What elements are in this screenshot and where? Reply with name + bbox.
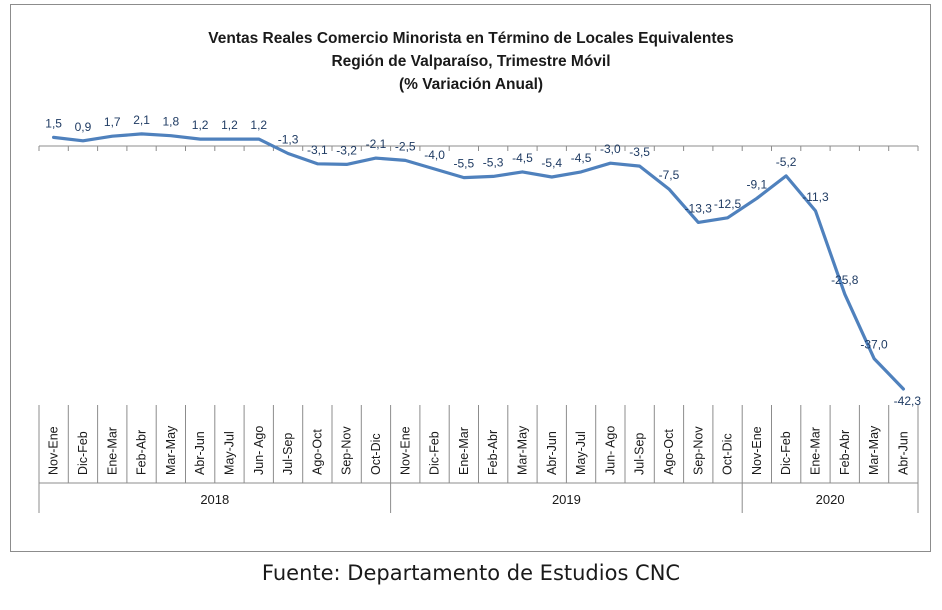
year-group-label: 2018 [200,492,229,507]
x-tick-label: May-Jul [574,431,588,475]
data-label: -42,3 [894,394,922,408]
data-label: -13,3 [685,201,713,215]
x-tick-label: Oct-Dic [369,433,383,475]
line-chart: Ventas Reales Comercio Minorista en Térm… [38,30,922,513]
chart-subtitle: Región de Valparaíso, Trimestre Móvil [331,53,610,70]
data-label: -12,5 [714,197,742,211]
x-tick-label: Ene-Mar [105,427,119,475]
x-tick-label: Dic-Feb [76,431,90,475]
data-label: -5,4 [541,156,562,170]
data-label: -3,0 [600,142,621,156]
data-label: 2,1 [133,113,150,127]
x-tick-label: Dic-Feb [779,431,793,475]
data-label: 1,7 [104,115,121,129]
data-label: -4,0 [424,148,445,162]
data-label: -1,3 [278,132,299,146]
x-tick-label: Nov-Ene [47,426,61,475]
chart-frame: Ventas Reales Comercio Minorista en Térm… [10,4,931,552]
x-tick-label: Ene-Mar [808,427,822,475]
data-label: -9,1 [747,177,768,191]
x-tick-label: Mar-May [867,425,881,475]
x-tick-label: Jul-Sep [633,433,647,475]
data-label: -37,0 [860,338,888,352]
x-tick-label: Jun- Ago [252,426,266,475]
data-label: -2,1 [366,137,387,151]
x-tick-label: May-Jul [222,431,236,475]
x-tick-label: Jun- Ago [603,426,617,475]
data-label: 1,5 [45,116,62,130]
x-tick-label: Feb-Abr [838,430,852,475]
data-label: -3,5 [629,145,650,159]
data-label: -5,3 [483,155,504,169]
data-label: -5,5 [454,157,475,171]
data-label: 1,2 [192,118,209,132]
x-tick-label: Sep-Nov [340,426,354,475]
data-label: 0,9 [75,120,92,134]
x-tick-label: Feb-Abr [135,430,149,475]
x-tick-label: Ene-Mar [457,427,471,475]
x-tick-label: Oct-Dic [721,433,735,475]
data-label: -4,5 [571,151,592,165]
x-tick-label: Mar-May [515,425,529,475]
data-label: -3,2 [336,143,357,157]
x-tick-label: Abr-Jun [545,431,559,475]
x-tick-label: Mar-May [164,425,178,475]
x-tick-label: Dic-Feb [428,431,442,475]
data-label: -7,5 [659,168,680,182]
data-label: -2,5 [395,139,416,153]
x-tick-label: Nov-Ene [750,426,764,475]
x-tick-label: Abr-Jun [896,431,910,475]
data-label: -4,5 [512,151,533,165]
chart-title: Ventas Reales Comercio Minorista en Térm… [208,30,733,47]
data-label: -5,2 [776,155,797,169]
data-label: 1,2 [250,118,267,132]
x-tick-label: Jul-Sep [281,433,295,475]
source-note: Fuente: Departamento de Estudios CNC [261,561,681,585]
data-label: -11,3 [802,190,829,204]
data-label: 1,2 [221,118,238,132]
x-tick-label: Abr-Jun [193,431,207,475]
data-label: -3,1 [307,143,328,157]
year-group-label: 2019 [552,492,581,507]
x-tick-label: Sep-Nov [691,426,705,475]
x-tick-label: Ago-Oct [662,429,676,475]
data-label: 1,8 [163,115,180,129]
data-label: -25,8 [831,273,859,287]
year-group-label: 2020 [816,492,845,507]
chart-unit-label: (% Variación Anual) [399,76,543,93]
x-tick-label: Feb-Abr [486,430,500,475]
x-tick-label: Ago-Oct [310,429,324,475]
series-line [51,132,906,391]
x-tick-label: Nov-Ene [398,426,412,475]
